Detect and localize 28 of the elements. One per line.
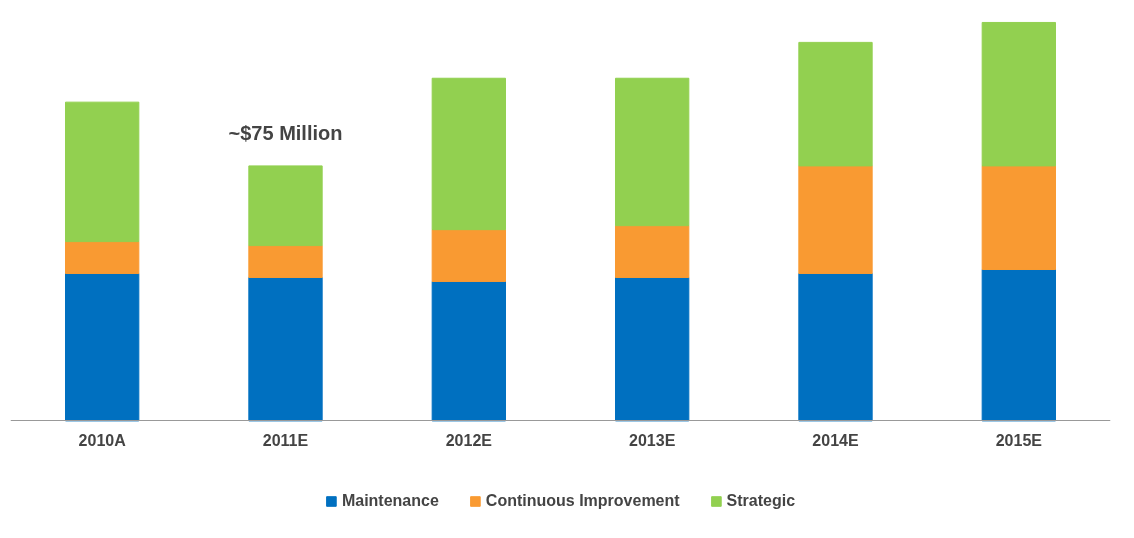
x-tick-label: 2015E bbox=[995, 431, 1043, 449]
bar bbox=[981, 21, 1056, 167]
bar bbox=[615, 77, 690, 227]
x-tick-label: 2014E bbox=[812, 431, 859, 449]
bar bbox=[431, 280, 506, 422]
bar bbox=[798, 41, 873, 167]
bar bbox=[248, 245, 323, 278]
bar bbox=[798, 165, 873, 274]
bar bbox=[248, 276, 323, 422]
x-tick-label: 2010A bbox=[78, 431, 127, 449]
bar bbox=[431, 77, 506, 231]
bar bbox=[431, 229, 506, 282]
bar bbox=[981, 165, 1056, 270]
x-tick-label: 2012E bbox=[445, 431, 493, 449]
x-tick-label: 2011E bbox=[262, 431, 309, 449]
legend-label: Maintenance bbox=[341, 492, 439, 510]
bar bbox=[615, 225, 690, 278]
bar bbox=[615, 276, 690, 422]
annotation: ~$75 Million bbox=[228, 121, 343, 144]
bar bbox=[65, 241, 140, 274]
bar bbox=[65, 272, 140, 422]
bar bbox=[981, 268, 1056, 422]
bar bbox=[248, 165, 323, 247]
legend-label: Continuous Improvement bbox=[485, 492, 680, 510]
bar bbox=[65, 101, 140, 243]
bar bbox=[798, 272, 873, 422]
x-tick-label: 2013E bbox=[629, 431, 676, 449]
legend-label: Strategic bbox=[726, 492, 796, 510]
